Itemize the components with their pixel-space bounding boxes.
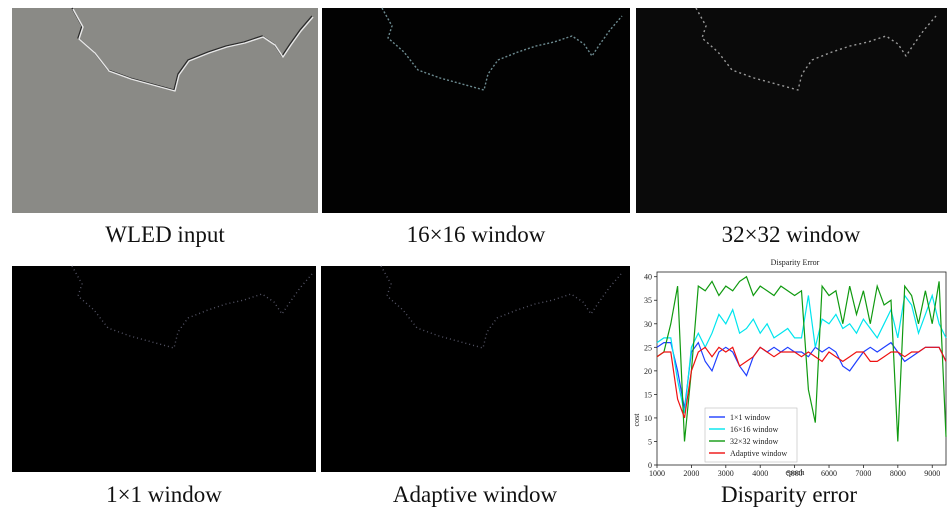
x-tick-label: 9000: [924, 469, 940, 478]
y-tick-label: 35: [644, 296, 652, 305]
x-tick-label: 7000: [855, 469, 871, 478]
x-tick-label: 6000: [821, 469, 837, 478]
panel-caption: 1×1 window: [106, 482, 222, 507]
panel-caption: 32×32 window: [722, 222, 861, 247]
legend-label: Adaptive window: [730, 449, 787, 458]
panel-caption: Adaptive window: [393, 482, 558, 507]
panel-image: [12, 265, 316, 472]
legend-label: 32×32 window: [730, 437, 779, 446]
x-tick-label: 3000: [718, 469, 734, 478]
y-tick-label: 0: [648, 461, 652, 470]
y-tick-label: 25: [644, 343, 652, 352]
panel-caption: 16×16 window: [407, 222, 546, 247]
y-tick-label: 30: [644, 320, 652, 329]
y-tick-label: 10: [644, 414, 652, 423]
chart-title: Disparity Error: [771, 258, 820, 267]
x-axis-label: epoch: [785, 468, 804, 477]
y-tick-label: 20: [644, 367, 652, 376]
legend-label: 1×1 window: [730, 413, 771, 422]
x-tick-label: 2000: [683, 469, 699, 478]
panel-caption: Disparity error: [721, 482, 857, 507]
panel-caption: WLED input: [105, 222, 225, 247]
panel-image: [321, 265, 630, 472]
y-axis-label: cost: [632, 413, 641, 427]
y-tick-label: 15: [644, 390, 652, 399]
y-tick-label: 5: [648, 437, 652, 446]
y-tick-label: 40: [644, 273, 652, 282]
x-tick-label: 4000: [752, 469, 768, 478]
panel-image: [12, 7, 318, 213]
panel-image: [636, 7, 947, 213]
x-tick-label: 5000: [787, 469, 803, 478]
series-line: [656, 346, 947, 419]
chart: Disparity Error epoch cost 0 5 10 15 20 25 30 3…: [632, 258, 947, 478]
x-tick-label: 8000: [890, 469, 906, 478]
x-tick-label: 1000: [649, 469, 665, 478]
panel-image: [322, 7, 630, 213]
legend-label: 16×16 window: [730, 425, 779, 434]
plot-area: [656, 271, 947, 466]
series-line: [656, 275, 947, 442]
